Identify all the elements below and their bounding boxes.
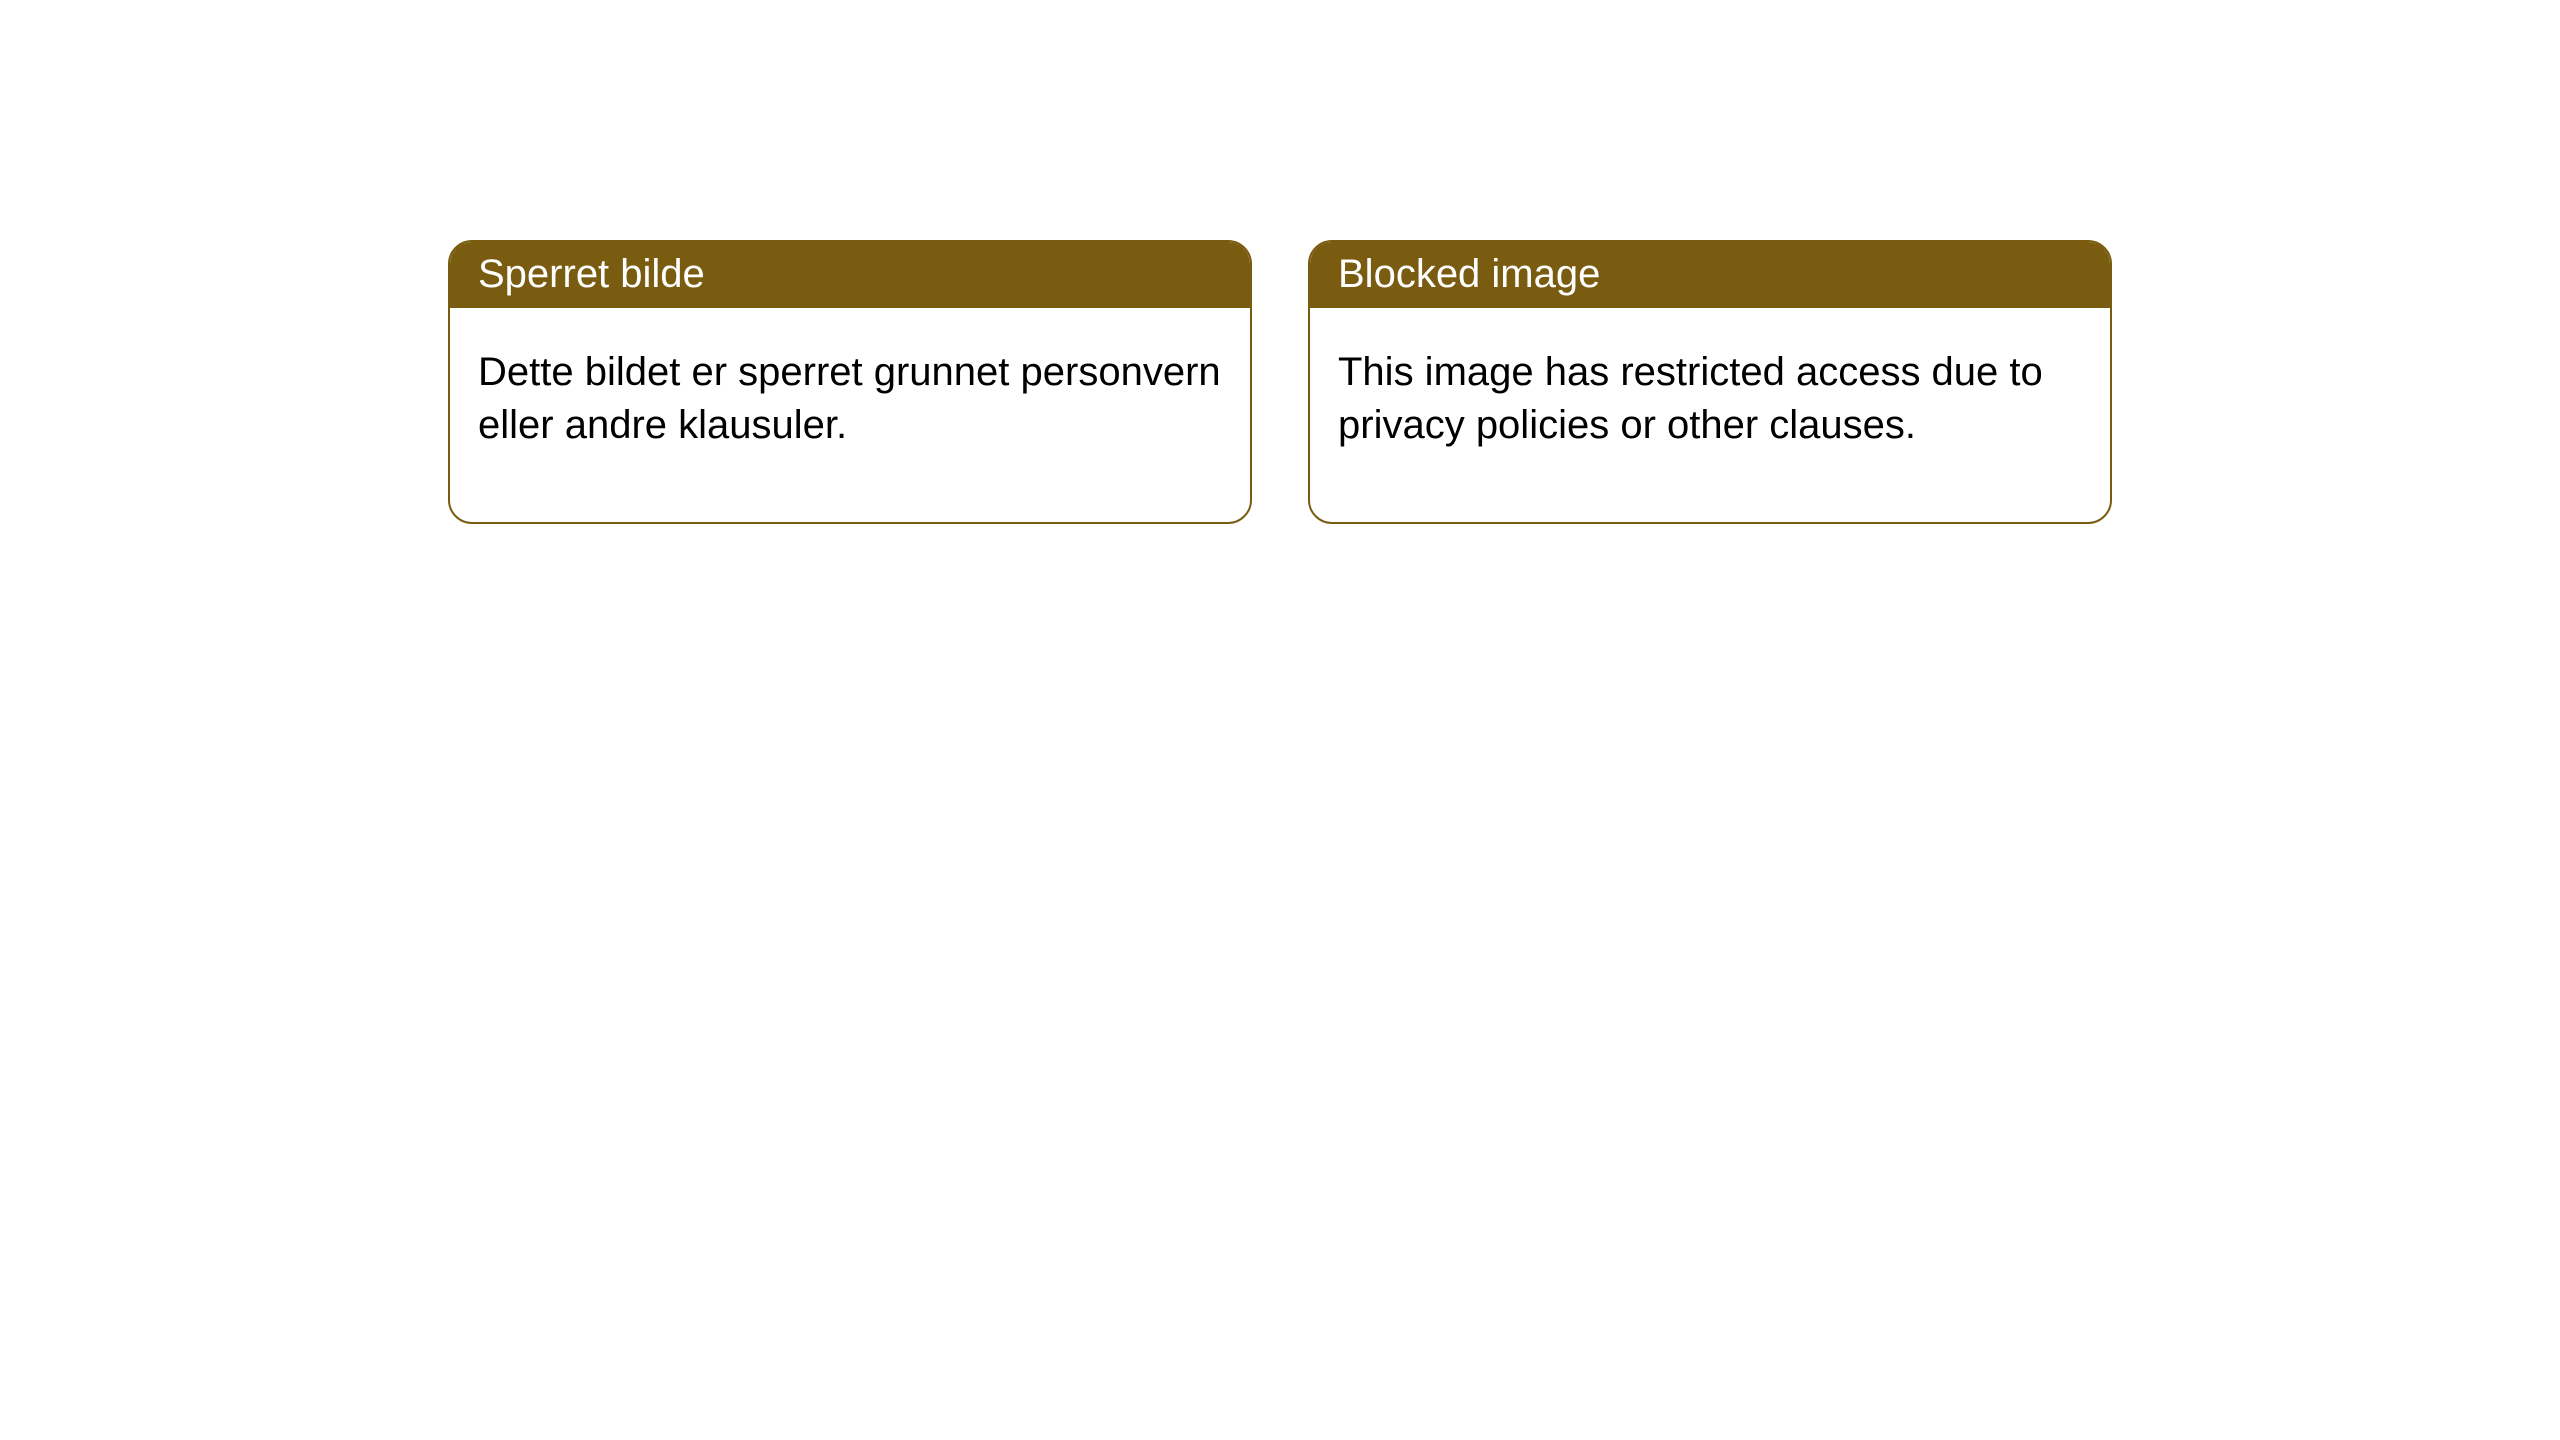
card-body-en: This image has restricted access due to … xyxy=(1310,308,2110,522)
notice-container: Sperret bilde Dette bildet er sperret gr… xyxy=(0,0,2560,524)
blocked-image-card-en: Blocked image This image has restricted … xyxy=(1308,240,2112,524)
card-body-no: Dette bildet er sperret grunnet personve… xyxy=(450,308,1250,522)
card-header-en: Blocked image xyxy=(1310,242,2110,308)
card-header-no: Sperret bilde xyxy=(450,242,1250,308)
blocked-image-card-no: Sperret bilde Dette bildet er sperret gr… xyxy=(448,240,1252,524)
